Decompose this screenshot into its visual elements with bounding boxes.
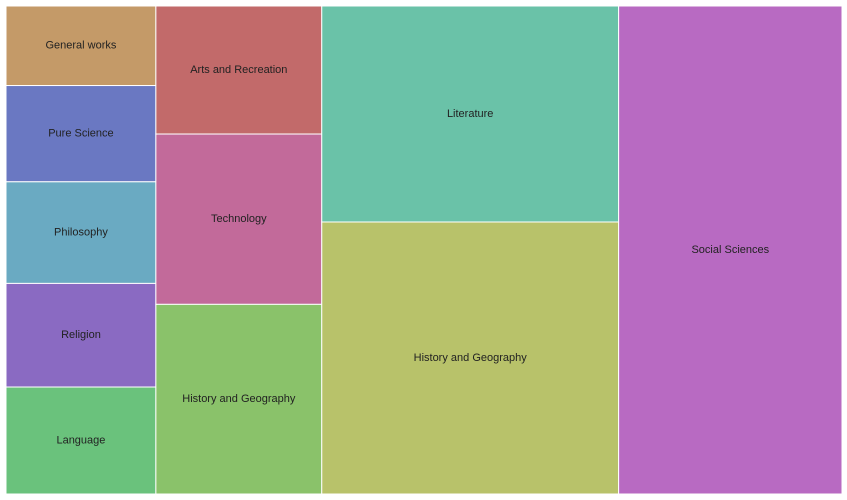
treemap-cell[interactable] [5, 386, 157, 495]
treemap-cell-label: History and Geography [414, 352, 528, 364]
treemap-cell[interactable] [321, 221, 620, 495]
treemap-cell-label: Technology [211, 213, 267, 225]
treemap-cell-label: Social Sciences [691, 244, 769, 256]
treemap-cell[interactable] [5, 181, 157, 284]
treemap-cell[interactable] [155, 133, 323, 305]
treemap-cell[interactable] [5, 5, 157, 87]
treemap-cell-label: Pure Science [48, 128, 113, 140]
treemap-cell-label: Philosophy [54, 227, 108, 239]
treemap-cell-label: Language [56, 434, 105, 446]
treemap-cell-label: Religion [61, 329, 101, 341]
treemap-cell[interactable] [618, 5, 843, 495]
treemap-cell-label: History and Geography [182, 393, 296, 405]
treemap-cell[interactable] [5, 85, 157, 183]
treemap-cell-label: Arts and Recreation [190, 64, 287, 76]
treemap-cell[interactable] [155, 5, 323, 135]
treemap-cell-label: General works [45, 40, 116, 52]
treemap-cell[interactable] [155, 303, 323, 495]
treemap-cells: General works Pure Science Philosophy Relig… [5, 5, 843, 495]
treemap-cell[interactable] [5, 282, 157, 388]
treemap-cell-label: Literature [447, 108, 493, 120]
